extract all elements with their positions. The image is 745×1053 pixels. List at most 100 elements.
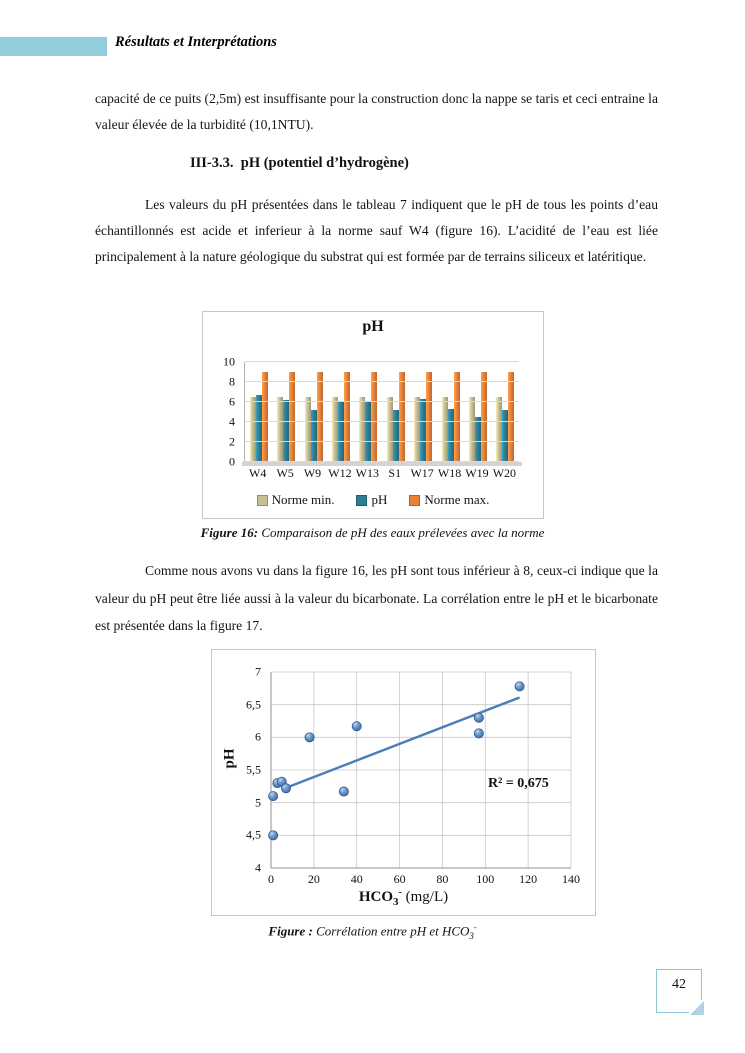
bar-norme-max--w5 — [289, 372, 296, 462]
bar-ph-w12 — [337, 401, 344, 462]
legend-label: pH — [371, 492, 388, 507]
bar-norme-max--s1 — [398, 372, 405, 462]
bar-norme-max--w9 — [316, 372, 323, 462]
bar-group — [437, 362, 464, 462]
bar-x-tick-label: W17 — [410, 466, 434, 480]
scatter-y-tick-label: 5,5 — [246, 762, 261, 777]
data-point — [268, 791, 279, 802]
data-point — [338, 786, 349, 797]
paragraph-turbidity: capacité de ce puits (2,5m) est insuffis… — [95, 91, 658, 132]
figure17-caption: Figure : Corrélation entre pH et HCO3- — [0, 923, 745, 941]
bar-y-tick-label: 0 — [229, 454, 235, 469]
bar-norme-min--w18 — [441, 397, 448, 462]
bar-gridline — [245, 421, 519, 422]
bar-norme-max--w18 — [453, 372, 460, 462]
legend-label: Norme min. — [271, 492, 335, 507]
bar-norme-min--w9 — [304, 397, 311, 462]
bar-x-tick-label: W18 — [437, 466, 462, 480]
bar-ph-w18 — [447, 409, 454, 462]
bar-norme-min--w17 — [414, 397, 421, 462]
paragraph-ph-values: Les valeurs du pH présentées dans le tab… — [95, 197, 658, 264]
bar-plot — [244, 361, 519, 462]
bar-chart-figure16: pH 0 2 4 6 8 10 W4 W5 W9 W12 W13 S1 W17 W18 W19 W20 No… — [202, 311, 544, 519]
scatter-x-axis-labels: 0 20 40 60 80 100 120 140 — [268, 872, 580, 886]
bar-group — [464, 362, 491, 462]
section-heading: III-3.3. pH (potentiel d’hydrogène) — [190, 155, 409, 171]
bar-chart-title: pH — [362, 318, 384, 335]
bar-gridline — [245, 381, 519, 382]
scatter-y-tick-label: 7 — [255, 664, 261, 679]
bar-ph-w5 — [283, 400, 290, 462]
data-point — [280, 783, 291, 794]
bar-y-tick-label: 6 — [229, 394, 235, 409]
data-point — [351, 721, 362, 732]
page-number: 42 — [672, 977, 686, 992]
bar-y-axis-labels: 0 2 4 6 8 10 — [213, 355, 239, 469]
x-title-sup: - — [398, 887, 402, 898]
bar-group — [355, 362, 382, 462]
data-point — [514, 681, 525, 692]
bar-x-tick-label: W19 — [465, 466, 489, 480]
bar-norme-min--s1 — [386, 397, 393, 462]
bar-gridline — [245, 441, 519, 442]
scatter-x-tick-label: 100 — [476, 872, 495, 886]
legend-swatch-icon — [409, 494, 421, 506]
figure17-caption-text: Corrélation entre pH et HCO — [312, 923, 470, 939]
legend-swatch-icon — [256, 494, 268, 506]
scatter-y-tick-label: 6 — [255, 729, 261, 744]
bar-norme-max--w13 — [371, 372, 378, 462]
scatter-y-tick-label: 4 — [255, 860, 261, 875]
bar-gridline — [245, 461, 519, 462]
scatter-y-tick-label: 4,5 — [246, 827, 261, 842]
scatter-x-tick-label: 140 — [562, 872, 580, 886]
scatter-chart-figure17: pH 4 4,5 5 5,5 6 6,5 7 0 20 40 60 80 100 120 140 HCO3… — [211, 649, 596, 916]
bar-x-tick-label: W4 — [249, 466, 267, 480]
bar-x-tick-label: W13 — [355, 466, 379, 480]
bar-x-tick-label: W9 — [303, 466, 322, 480]
bar-norme-max--w19 — [480, 372, 487, 462]
bar-ph-w13 — [365, 402, 372, 462]
scatter-x-axis-title: HCO3- (mg/L) — [212, 887, 595, 908]
scatter-x-tick-label: 60 — [393, 872, 406, 886]
paragraph-correlation: Comme nous avons vu dans la figure 16, l… — [95, 563, 658, 633]
r-squared-annotation: R² = 0,675 — [488, 776, 549, 791]
figure17-caption-sup: - — [473, 923, 477, 932]
header-accent-bar — [0, 37, 107, 56]
bar-norme-min--w12 — [331, 397, 338, 462]
figure17-caption-sub: 3 — [469, 930, 474, 941]
figure16-caption-text: Comparaison de pH des eaux prélevées ave… — [258, 525, 545, 540]
scatter-x-tick-label: 80 — [436, 872, 449, 886]
figure16-caption: Figure 16: Comparaison de pH des eaux pr… — [0, 525, 745, 541]
bar-norme-min--w20 — [496, 397, 503, 462]
bar-norme-min--w13 — [359, 397, 366, 462]
bar-y-tick-label: 4 — [229, 414, 235, 429]
bar-ph-w17 — [420, 399, 427, 462]
bar-group — [327, 362, 354, 462]
bar-norme-max--w12 — [343, 372, 350, 462]
page-number-box: 42 — [656, 969, 704, 1015]
scatter-x-tick-label: 120 — [519, 872, 538, 886]
scatter-x-tick-label: 20 — [307, 872, 320, 886]
bar-x-axis-labels: W4 W5 W9 W12 W13 S1 W17 W18 W19 W20 — [244, 466, 518, 481]
data-point — [268, 830, 279, 841]
bar-y-tick-label: 2 — [229, 434, 235, 449]
x-title-base: HCO — [358, 889, 394, 905]
bar-norme-min--w4 — [249, 397, 256, 462]
scatter-svg — [268, 671, 572, 869]
bar-ph-w4 — [255, 395, 262, 462]
bar-gridline — [245, 401, 519, 402]
figure17-caption-label: Figure : — [268, 923, 313, 939]
scatter-plot — [268, 671, 572, 869]
scatter-x-tick-label: 40 — [350, 872, 363, 886]
bar-ph-w19 — [474, 417, 481, 462]
bar-x-tick-label: W20 — [492, 466, 517, 480]
legend-swatch-icon — [356, 494, 368, 506]
bar-group — [300, 362, 327, 462]
bar-group — [409, 362, 436, 462]
bar-gridline — [245, 361, 519, 362]
data-point — [473, 712, 484, 723]
trendline — [287, 696, 521, 789]
legend-item: Norme max. — [409, 492, 489, 508]
bar-norme-max--w20 — [508, 372, 515, 462]
